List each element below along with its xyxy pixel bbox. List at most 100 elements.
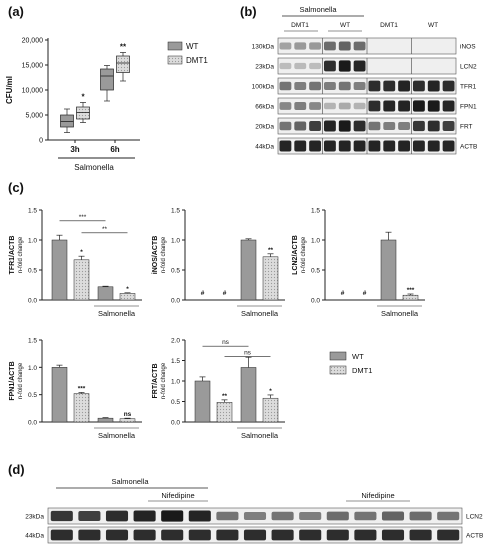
nifedipine-label: Nifedipine bbox=[161, 491, 194, 500]
y-axis-sublabel: n-fold change bbox=[161, 236, 167, 273]
panel-label-c: (c) bbox=[8, 180, 24, 195]
box bbox=[60, 114, 74, 128]
blot-band bbox=[299, 511, 322, 521]
group-label: DMT1 bbox=[291, 22, 309, 29]
blot-band bbox=[353, 60, 366, 72]
blot-band bbox=[338, 102, 351, 110]
y-tick-label: 5,000 bbox=[25, 113, 43, 120]
blot-band bbox=[133, 510, 156, 522]
group-label: Salmonella bbox=[241, 309, 279, 318]
kda-label: 44kDa bbox=[25, 533, 44, 540]
blot-band bbox=[279, 102, 292, 110]
bar bbox=[262, 397, 279, 423]
significance-mark: # bbox=[363, 290, 367, 297]
blot-band bbox=[309, 81, 322, 91]
blot-band bbox=[398, 140, 411, 152]
blot-band bbox=[353, 81, 366, 91]
blot-band bbox=[309, 62, 322, 70]
blot-band bbox=[294, 62, 307, 70]
significance-mark: ** bbox=[268, 247, 274, 254]
blot-band bbox=[368, 80, 381, 92]
bar bbox=[51, 239, 68, 301]
y-tick-label: 0 bbox=[39, 138, 43, 145]
y-axis-label: LCN2/ACTB bbox=[292, 235, 299, 275]
y-axis-sublabel: n-fold change bbox=[18, 236, 24, 273]
y-tick-label: 1.0 bbox=[171, 238, 180, 245]
blot-band bbox=[409, 511, 432, 521]
y-tick-label: 1.0 bbox=[171, 379, 180, 386]
legend-swatch-dmt1 bbox=[167, 55, 183, 65]
blot-band bbox=[398, 100, 411, 112]
blot-band bbox=[271, 529, 294, 541]
blot-band bbox=[326, 529, 349, 541]
y-tick-label: 0.0 bbox=[311, 298, 320, 305]
x-tick-label: 3h bbox=[70, 145, 79, 154]
protein-label: iNOS bbox=[460, 44, 476, 51]
blot-band bbox=[353, 41, 366, 51]
kda-label: 20kDa bbox=[255, 124, 274, 131]
blot-band bbox=[50, 510, 73, 522]
y-tick-label: 1.5 bbox=[28, 208, 37, 215]
blot-band bbox=[133, 529, 156, 541]
blot-band bbox=[323, 81, 336, 91]
bar bbox=[97, 286, 114, 301]
blot-band bbox=[368, 140, 381, 152]
significance-mark: # bbox=[201, 290, 205, 297]
blot-band bbox=[398, 121, 411, 131]
box bbox=[76, 106, 90, 120]
bar bbox=[73, 393, 90, 423]
y-tick-label: 1.5 bbox=[171, 358, 180, 365]
legend-swatch-wt bbox=[329, 351, 347, 361]
significance-mark: # bbox=[341, 290, 345, 297]
blot-band bbox=[161, 529, 184, 541]
bracket-label: ** bbox=[102, 226, 108, 233]
blot-band bbox=[243, 511, 267, 521]
significance-mark: *** bbox=[407, 287, 415, 294]
blot-band bbox=[338, 41, 351, 51]
y-axis-label: FPN1/ACTB bbox=[9, 361, 16, 400]
significance-mark: * bbox=[269, 388, 272, 395]
bar bbox=[119, 293, 136, 301]
blot-band bbox=[353, 102, 366, 110]
legend-label-dmt1: DMT1 bbox=[352, 366, 372, 375]
x-tick-label: 6h bbox=[110, 145, 119, 154]
blot-band bbox=[412, 120, 425, 132]
blot-band bbox=[383, 100, 396, 112]
bar bbox=[240, 239, 257, 301]
blot-band bbox=[368, 100, 381, 112]
blot-band bbox=[412, 100, 425, 112]
y-tick-label: 1.5 bbox=[28, 338, 37, 345]
y-tick-label: 0.5 bbox=[311, 268, 320, 275]
blot-band bbox=[50, 529, 73, 541]
blot-band bbox=[368, 121, 381, 131]
kda-label: 100kDa bbox=[252, 84, 275, 91]
blot-band bbox=[427, 100, 440, 112]
bar bbox=[194, 380, 211, 423]
blot-band bbox=[279, 140, 292, 152]
blot-band bbox=[338, 81, 351, 91]
group-label: Salmonella bbox=[381, 309, 419, 318]
blot-band bbox=[294, 101, 307, 111]
y-tick-label: 0.5 bbox=[28, 392, 37, 399]
protein-label: FRT bbox=[460, 124, 473, 131]
legend-label-wt: WT bbox=[186, 42, 199, 51]
blot-band bbox=[383, 80, 396, 92]
group-label: Salmonella bbox=[241, 431, 279, 440]
blot-band bbox=[437, 529, 460, 541]
blot-band bbox=[354, 511, 377, 521]
significance-mark: * bbox=[81, 93, 85, 102]
blot-band bbox=[442, 80, 455, 92]
significance-mark: # bbox=[223, 290, 227, 297]
blot-band bbox=[381, 511, 405, 521]
blot-band bbox=[412, 80, 425, 92]
blot-band bbox=[338, 60, 351, 72]
panel-label-a: (a) bbox=[8, 4, 24, 19]
legend-label-wt: WT bbox=[352, 352, 364, 361]
y-tick-label: 0.0 bbox=[28, 420, 37, 427]
y-axis-label: TFR1/ACTB bbox=[9, 236, 16, 275]
blot-band bbox=[216, 511, 239, 521]
group-label: Salmonella bbox=[74, 163, 114, 172]
bar bbox=[216, 402, 233, 423]
y-tick-label: 0.0 bbox=[171, 298, 180, 305]
